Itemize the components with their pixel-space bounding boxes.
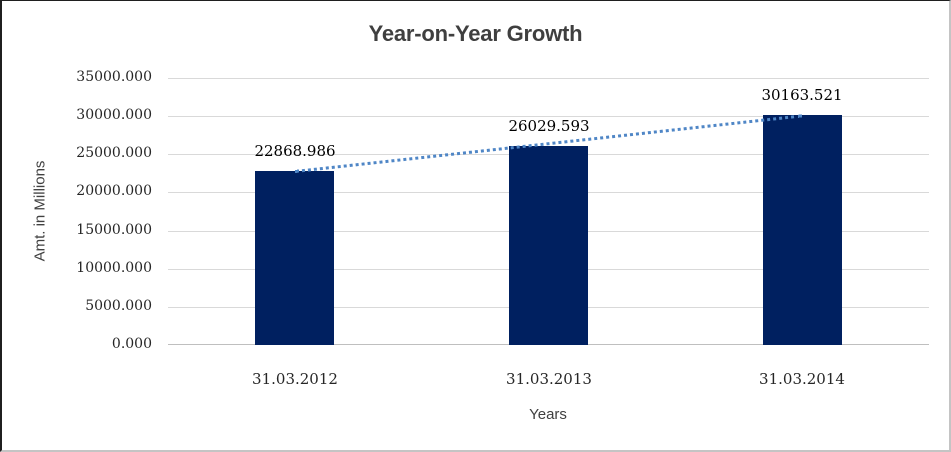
x-tick-label: 31.03.2013	[506, 370, 592, 388]
bar	[763, 115, 842, 345]
x-tick-label: 31.03.2014	[759, 370, 845, 388]
plot-area	[168, 78, 929, 345]
bar-data-label: 30163.521	[761, 86, 843, 104]
y-axis-title: Amt. in Millions	[31, 160, 49, 262]
bar-data-label: 22868.986	[254, 142, 336, 160]
y-tick-label: 0.000	[111, 336, 152, 352]
y-tick-label: 20000.000	[76, 183, 152, 200]
bar-data-label: 26029.593	[508, 117, 590, 135]
y-tick-label: 25000.000	[76, 145, 152, 162]
x-tick-label: 31.03.2012	[252, 370, 338, 388]
y-tick-label: 30000.000	[76, 107, 152, 124]
x-axis-title: Years	[529, 406, 567, 423]
chart-title: Year-on-Year Growth	[368, 21, 583, 46]
bar	[509, 146, 588, 345]
y-tick-label: 15000.000	[76, 221, 152, 238]
gridline	[168, 116, 929, 117]
y-tick-label: 5000.000	[85, 297, 152, 314]
gridline	[168, 78, 929, 79]
y-tick-label: 10000.000	[76, 259, 152, 276]
y-tick-label: 35000.000	[76, 69, 152, 85]
bar	[255, 171, 334, 345]
